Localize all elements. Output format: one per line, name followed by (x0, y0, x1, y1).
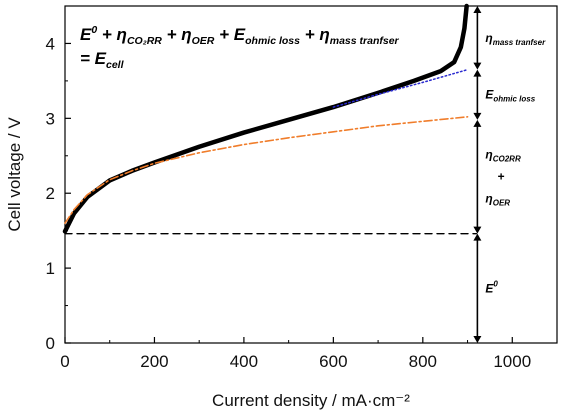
y-axis-ticks: 0 1 2 3 4 (46, 34, 71, 353)
x-tick-label: 1000 (493, 352, 531, 371)
bracket-0: E0 (473, 233, 498, 343)
bracket-3: ηmass tranfser (473, 6, 546, 70)
x-tick-label: 0 (60, 352, 69, 371)
bracket-arrow-up (473, 233, 482, 241)
x-tick-label: 400 (230, 352, 258, 371)
equation-line-2: = Ecell​ (80, 49, 125, 71)
plot-border (64, 5, 558, 344)
y-tick-label: 3 (46, 109, 55, 128)
x-tick-label: 200 (140, 352, 168, 371)
series-line-dash-dot (64, 116, 469, 224)
bracket-label: + (497, 170, 504, 184)
bracket-label: ηmass tranfser (485, 31, 546, 47)
series-layer (62, 3, 478, 235)
bracket-arrow-down (473, 336, 482, 343)
equation-line-1: E0​ + ηCO₂RR​ + ηOER​ + Eohmic loss​ + η… (80, 24, 400, 47)
bracket-arrow-down (473, 62, 482, 70)
x-tick-label: 600 (319, 352, 347, 371)
bracket-2: Eohmic loss (473, 69, 536, 120)
voltage-breakdown-brackets: E0 ηCO2RR + ηOER Eohmic loss ηmass tranfser (473, 6, 546, 343)
y-tick-label: 4 (46, 34, 55, 53)
x-axis-title: Current density / mA·cm⁻² (212, 391, 410, 410)
y-tick-label: 0 (46, 334, 55, 353)
bracket-arrow-down (473, 112, 482, 120)
voltage-equation: E0​ + ηCO₂RR​ + ηOER​ + Eohmic loss​ + η… (80, 24, 400, 71)
bracket-arrow-up (473, 119, 482, 127)
bracket-1: ηCO2RR + ηOER (473, 119, 521, 234)
bracket-arrow-down (473, 226, 482, 234)
plot-frame (64, 5, 558, 344)
y-axis-title: Cell voltage / V (5, 117, 24, 232)
bracket-label: E0 (485, 279, 498, 295)
y-tick-label: 1 (46, 259, 55, 278)
series-line-solid-thick (62, 3, 469, 234)
bracket-arrow-up (473, 69, 482, 77)
series-line-dotted (332, 68, 469, 108)
bracket-label: ηOER (485, 192, 510, 208)
x-axis-ticks: 0 200 400 600 800 1000 (60, 337, 531, 371)
y-tick-label: 2 (46, 184, 55, 203)
bracket-label: ηCO2RR (485, 148, 521, 164)
bracket-arrow-up (473, 6, 482, 13)
x-tick-label: 800 (409, 352, 437, 371)
bracket-label: Eohmic loss (485, 88, 535, 104)
